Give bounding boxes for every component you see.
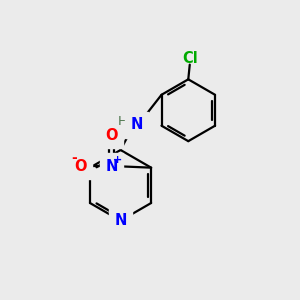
Text: O: O <box>74 159 87 174</box>
Text: O: O <box>105 128 118 143</box>
Text: N: N <box>130 118 143 133</box>
Text: Cl: Cl <box>182 51 198 66</box>
Text: -: - <box>71 151 77 165</box>
Text: H: H <box>118 115 128 128</box>
Text: +: + <box>113 155 122 165</box>
Text: N: N <box>114 213 127 228</box>
Text: N: N <box>105 159 118 174</box>
